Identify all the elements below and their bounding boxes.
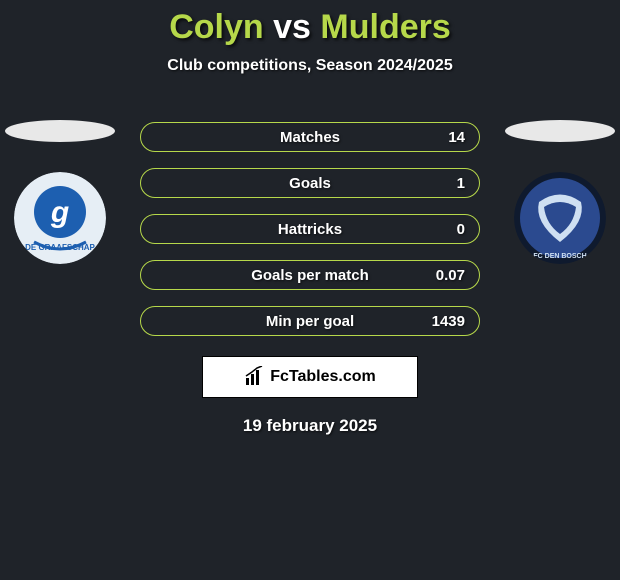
left-club-logo: g DE GRAAFSCHAP (14, 172, 106, 264)
subtitle: Club competitions, Season 2024/2025 (0, 57, 620, 75)
stat-value: 1 (457, 175, 465, 192)
stat-row: Goals 1 (140, 168, 480, 198)
stat-value: 0 (457, 221, 465, 238)
de-graafschap-icon: g DE GRAAFSCHAP (14, 172, 106, 264)
chart-icon (244, 366, 266, 388)
stat-label: Matches (280, 129, 340, 146)
stat-row: Matches 14 (140, 122, 480, 152)
date-text: 19 february 2025 (0, 416, 620, 436)
page-title: Colyn vs Mulders (0, 0, 620, 47)
fc-den-bosch-icon: FC DEN BOSCH (514, 172, 606, 264)
stat-label: Goals per match (251, 267, 369, 284)
stat-label: Hattricks (278, 221, 342, 238)
stat-value: 14 (448, 129, 465, 146)
player2-name: Mulders (320, 8, 450, 46)
svg-text:FC DEN BOSCH: FC DEN BOSCH (533, 253, 586, 260)
svg-text:g: g (50, 196, 69, 229)
stats-list: Matches 14 Goals 1 Hattricks 0 Goals per match… (140, 122, 480, 352)
stat-value: 1439 (432, 313, 465, 330)
source-text: FcTables.com (270, 368, 376, 386)
stat-value: 0.07 (436, 267, 465, 284)
left-club-block: g DE GRAAFSCHAP (0, 120, 120, 264)
stat-row: Min per goal 1439 (140, 306, 480, 336)
right-club-block: FC DEN BOSCH (500, 120, 620, 264)
vs-text: vs (273, 8, 311, 46)
stat-row: Goals per match 0.07 (140, 260, 480, 290)
right-club-logo: FC DEN BOSCH (514, 172, 606, 264)
player2-photo-placeholder (505, 120, 615, 142)
footer-block: FcTables.com 19 february 2025 (0, 352, 620, 436)
source-box: FcTables.com (202, 356, 418, 398)
stat-label: Goals (289, 175, 331, 192)
player1-name: Colyn (169, 8, 263, 46)
svg-text:DE GRAAFSCHAP: DE GRAAFSCHAP (25, 243, 95, 252)
stat-row: Hattricks 0 (140, 214, 480, 244)
stat-label: Min per goal (266, 313, 354, 330)
player1-photo-placeholder (5, 120, 115, 142)
